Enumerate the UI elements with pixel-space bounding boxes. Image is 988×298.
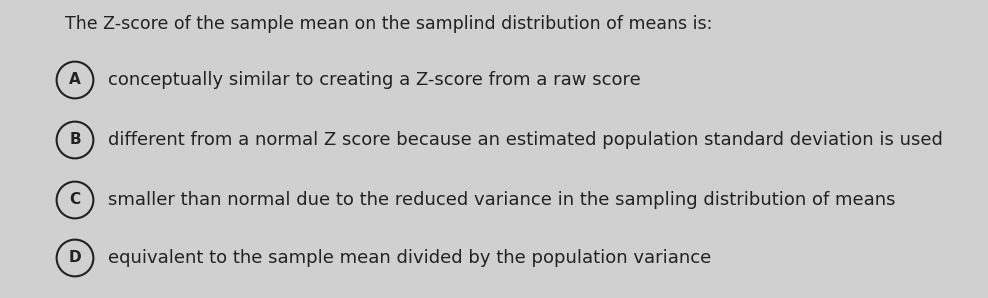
Text: B: B xyxy=(69,133,81,148)
Text: smaller than normal due to the reduced variance in the sampling distribution of : smaller than normal due to the reduced v… xyxy=(108,191,895,209)
Text: A: A xyxy=(69,72,81,88)
Text: conceptually similar to creating a Z-score from a raw score: conceptually similar to creating a Z-sco… xyxy=(108,71,641,89)
Text: D: D xyxy=(69,251,81,266)
Point xyxy=(67,256,83,260)
Point xyxy=(67,138,83,142)
Point xyxy=(67,77,83,82)
Text: equivalent to the sample mean divided by the population variance: equivalent to the sample mean divided by… xyxy=(108,249,711,267)
Text: C: C xyxy=(69,193,81,207)
Text: The Z-score of the sample mean on the samplind distribution of means is:: The Z-score of the sample mean on the sa… xyxy=(65,15,712,33)
Point xyxy=(67,198,83,202)
Text: different from a normal Z score because an estimated population standard deviati: different from a normal Z score because … xyxy=(108,131,943,149)
